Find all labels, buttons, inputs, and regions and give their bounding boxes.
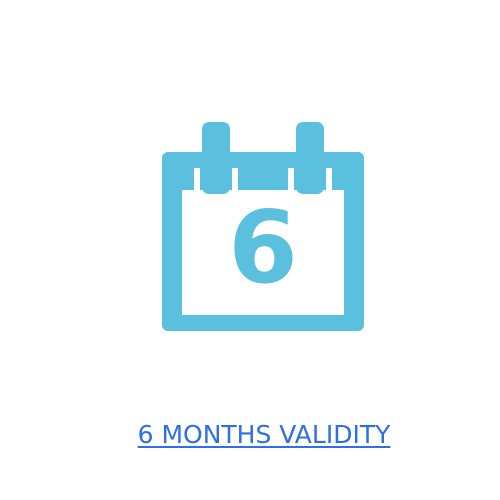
calendar-ring-left bbox=[202, 122, 230, 194]
calendar-ring-right bbox=[296, 122, 324, 194]
calendar-body bbox=[162, 152, 364, 331]
calendar-number: 6 bbox=[228, 189, 298, 306]
validity-link[interactable]: 6 MONTHS VALIDITY bbox=[137, 420, 391, 449]
calendar-icon: 6 bbox=[162, 122, 364, 331]
